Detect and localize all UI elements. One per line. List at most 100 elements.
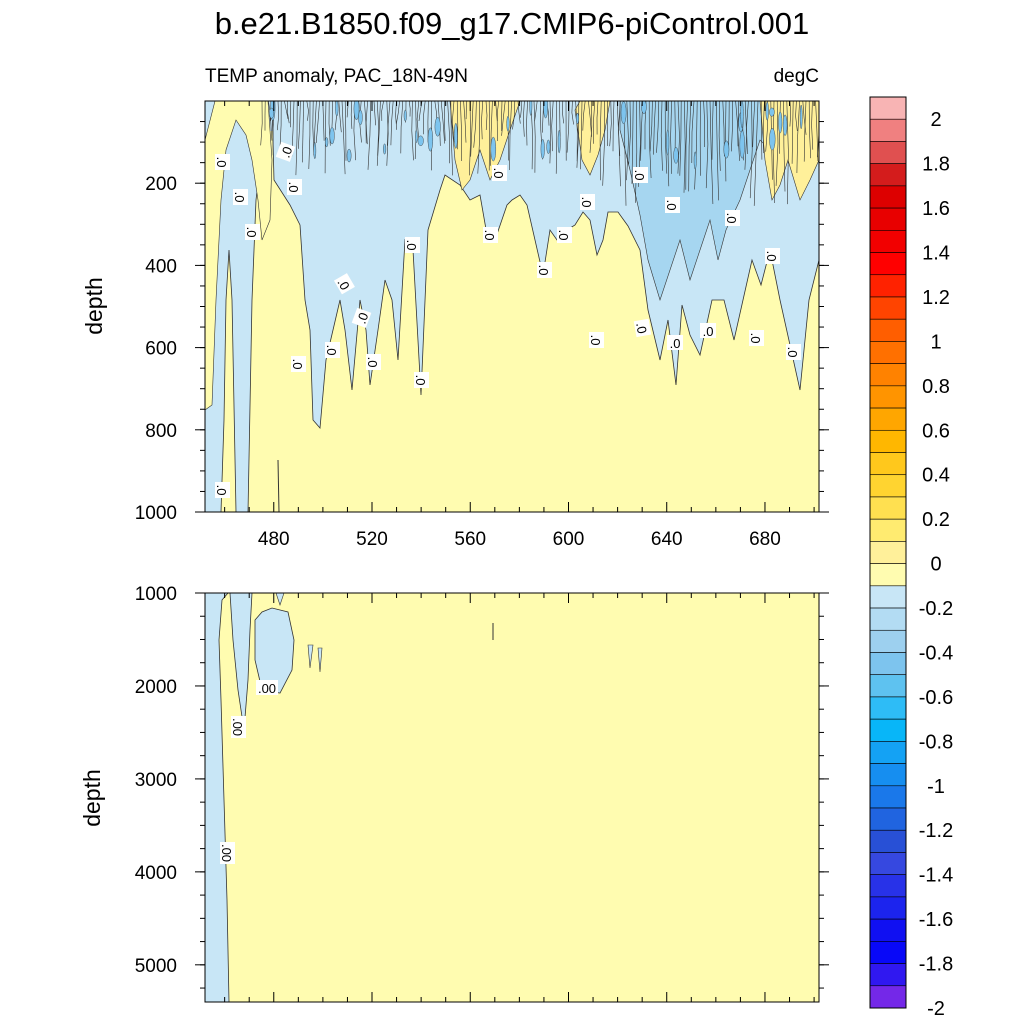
colorbar-swatch xyxy=(869,207,907,231)
surface-contour-line xyxy=(626,101,629,181)
colorbar-tick-label: 0.8 xyxy=(922,376,950,398)
surface-contour-line xyxy=(588,101,592,137)
contour-label-bg xyxy=(351,307,372,328)
surface-contour-line xyxy=(575,101,578,162)
colorbar-swatch xyxy=(869,785,907,809)
surface-contour-line xyxy=(481,101,484,140)
contour-label-text: .0 xyxy=(536,265,551,276)
contour-label-bg xyxy=(245,224,260,240)
contour-label-text: .0 xyxy=(214,157,229,168)
colorbar-tick-label: 0.4 xyxy=(922,465,950,487)
contour-label: .0 xyxy=(700,323,716,339)
surface-contour-line xyxy=(628,101,631,165)
colorbar-swatch xyxy=(869,696,907,720)
contour-label-text: .0 xyxy=(670,336,681,351)
x-tick-label: 640 xyxy=(651,529,683,550)
colorbar-tick-label: -1.6 xyxy=(919,909,953,931)
colorbar-swatch xyxy=(869,585,907,609)
colorbar-tick-label: -1.4 xyxy=(919,865,953,887)
surface-cell xyxy=(453,123,458,149)
contour-label-bg xyxy=(483,227,498,243)
surface-contour-line xyxy=(791,101,794,164)
contour-label-bg xyxy=(333,273,355,295)
surface-cell xyxy=(620,101,627,124)
contour-label-bg xyxy=(366,354,381,370)
surface-contour-line xyxy=(602,101,605,186)
surface-contour-line xyxy=(559,101,561,137)
surface-contour-line xyxy=(450,101,453,176)
y-tick-label: 400 xyxy=(145,256,177,277)
contour-label: .0 xyxy=(579,194,595,210)
colorbar-swatch xyxy=(869,918,907,942)
surface-cell xyxy=(346,148,352,163)
surface-cell xyxy=(403,109,407,122)
surface-contour-line xyxy=(576,101,580,168)
contour-label-text: .0 xyxy=(633,321,650,334)
surface-contour-line xyxy=(520,101,522,118)
lower-field xyxy=(205,593,494,1002)
x-tick-label: 520 xyxy=(356,529,388,550)
surface-contour-line xyxy=(803,101,807,162)
colorbar-swatch xyxy=(869,652,907,676)
surface-contour-line xyxy=(596,101,599,135)
colorbar-swatch xyxy=(869,963,907,987)
surface-contour-line xyxy=(460,101,462,161)
surface-contour-line xyxy=(344,101,347,161)
contour-label-bg xyxy=(589,332,604,348)
colorbar-swatch xyxy=(869,629,907,653)
contour-label-bg xyxy=(220,842,235,864)
surface-contour-line xyxy=(469,101,471,176)
surface-contour-line xyxy=(728,101,730,152)
lower-y-tick-labels: 1000 2000 3000 4000 5000 xyxy=(135,584,177,977)
contour-label-bg xyxy=(287,179,302,195)
contour-label-text: .0 xyxy=(232,192,247,203)
upper-panel: .0 .0 .0 .0 .0 .0 .0 .0 .0 .0 .0 .0 .0 .0 .0 .0 .0 .0 .0 .0… xyxy=(81,100,829,550)
colorbar-swatch xyxy=(869,141,907,164)
surface-contour-line xyxy=(688,101,692,192)
colorbar-swatch xyxy=(869,674,907,698)
surface-cell xyxy=(740,101,744,128)
contour-label-bg xyxy=(749,330,764,346)
contour-label: .0 xyxy=(324,342,340,358)
colorbar-swatch xyxy=(869,607,907,631)
colorbar-swatch xyxy=(869,96,907,120)
surface-contour-line xyxy=(376,101,381,166)
upper-field xyxy=(205,101,819,512)
surface-contour-line xyxy=(593,101,596,144)
surface-contour-line xyxy=(517,101,521,124)
surface-contour-line xyxy=(648,101,652,179)
colorbar-tick-label: 0 xyxy=(930,554,941,576)
surface-contour-line xyxy=(306,101,309,121)
contour-label-bg xyxy=(633,318,652,338)
surface-contour-line xyxy=(350,101,353,129)
surface-contour-line xyxy=(711,101,714,160)
contour-label: .0 xyxy=(556,227,572,243)
lower-axis-ticks xyxy=(195,592,829,1002)
surface-contour-line xyxy=(279,101,282,150)
surface-contour-line xyxy=(749,101,753,199)
surface-contour-line xyxy=(562,101,564,124)
surface-cell xyxy=(529,101,533,116)
lower-negative-patch-2 xyxy=(254,607,295,694)
surface-contour-line xyxy=(324,101,327,174)
surface-cell xyxy=(693,151,697,170)
contour-label-bg xyxy=(633,167,648,183)
contour-label-text: .0 xyxy=(724,213,739,224)
surface-contour-line xyxy=(718,101,721,171)
contour-label: .0 xyxy=(244,224,260,240)
surface-cell xyxy=(543,101,548,119)
surface-contour-line xyxy=(580,101,583,170)
surface-contour-line xyxy=(685,101,688,190)
surface-contour-line xyxy=(367,101,372,170)
upper-y-tick-labels: 200 400 600 800 1000 xyxy=(135,174,177,524)
colorbar-tick-label: 1.6 xyxy=(922,198,950,220)
contour-label-text: .00 xyxy=(230,718,245,736)
surface-cell xyxy=(415,129,418,143)
colorbar-swatch xyxy=(869,852,907,875)
colorbar-swatch xyxy=(869,741,907,764)
surface-contour-line xyxy=(775,101,779,186)
contour-label-text: .0 xyxy=(579,197,594,208)
surface-cell xyxy=(329,127,335,145)
contour-label-bg xyxy=(665,197,680,213)
